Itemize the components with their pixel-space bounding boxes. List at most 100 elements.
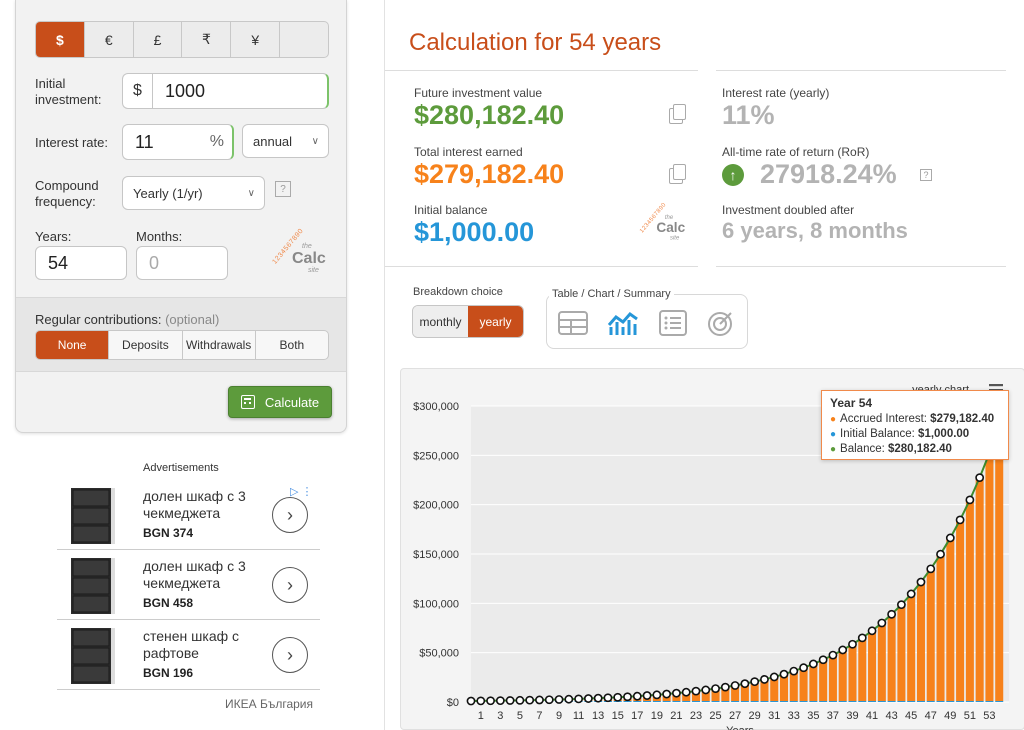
bar-initial-balance bbox=[936, 701, 945, 702]
bar-initial-balance bbox=[868, 701, 877, 702]
blue-dot-icon: ● bbox=[830, 429, 837, 440]
chart-view-icon[interactable] bbox=[607, 309, 639, 337]
balance-point bbox=[515, 695, 525, 705]
initial-investment-field[interactable]: $ 1000 bbox=[122, 73, 329, 109]
currency-option[interactable]: ₹ bbox=[182, 22, 232, 57]
help-icon[interactable]: ? bbox=[920, 169, 932, 181]
balance-point bbox=[955, 515, 965, 525]
ad-item[interactable]: стенен шкаф с рафтове BGN 196 › bbox=[57, 622, 320, 690]
total-interest-value: $279,182.40 bbox=[414, 159, 565, 189]
y-tick-label: $300,000 bbox=[413, 401, 459, 413]
balance-point bbox=[701, 685, 711, 695]
balance-point bbox=[965, 495, 975, 505]
contribution-option-none[interactable]: None bbox=[36, 331, 110, 359]
calculator-form: $ € £ ₹ ¥ Initial investment: $ 1000 Interes… bbox=[15, 0, 347, 433]
bar-accrued-interest bbox=[897, 604, 906, 702]
ad-choices-icon[interactable]: ▷ ⋮ bbox=[290, 486, 313, 498]
bar-initial-balance bbox=[975, 701, 984, 702]
logo-site: site bbox=[670, 235, 680, 242]
view-selector-label: Table / Chart / Summary bbox=[549, 288, 674, 300]
interest-rate-value: 11 bbox=[135, 131, 154, 152]
chart-tooltip: Year 54 ● Accrued Interest: $279,182.40 ●… bbox=[821, 390, 1009, 460]
copy-icon[interactable] bbox=[669, 164, 686, 184]
x-tick-label: 9 bbox=[556, 710, 562, 722]
balance-point bbox=[838, 645, 848, 655]
target-icon[interactable] bbox=[705, 309, 737, 337]
balance-point bbox=[603, 693, 613, 703]
doubled-label: Investment doubled after bbox=[722, 203, 855, 217]
balance-point bbox=[906, 589, 916, 599]
balance-point bbox=[642, 691, 652, 700]
ad-title[interactable]: долен шкаф с 3 чекмеджета bbox=[143, 488, 246, 521]
balance-point bbox=[867, 626, 877, 636]
initial-balance-value: $1,000.00 bbox=[414, 217, 535, 247]
bar-accrued-interest bbox=[926, 568, 935, 702]
currency-option[interactable]: € bbox=[85, 22, 134, 57]
compound-frequency-select[interactable]: Yearly (1/yr) ∨ bbox=[122, 176, 265, 210]
summary-list-icon[interactable] bbox=[657, 309, 689, 337]
interest-rate-field[interactable]: 11 % bbox=[122, 124, 234, 160]
tooltip-initial-value: $1,000.00 bbox=[918, 428, 970, 440]
rate-period-select[interactable]: annual ∨ bbox=[242, 124, 329, 158]
chevron-right-icon[interactable]: › bbox=[272, 567, 308, 603]
contribution-option-both[interactable]: Both bbox=[279, 338, 305, 352]
bar-accrued-interest bbox=[819, 659, 828, 702]
ad-item[interactable]: долен шкаф с 3 чекмеджета BGN 458 › bbox=[57, 552, 320, 620]
bar-initial-balance bbox=[907, 701, 916, 702]
chevron-down-icon: ∨ bbox=[311, 135, 319, 147]
contribution-option-withdrawals[interactable]: Withdrawals bbox=[183, 331, 256, 359]
balance-point bbox=[877, 618, 887, 628]
x-tick-label: 25 bbox=[709, 710, 721, 722]
x-axis-label: Years bbox=[726, 725, 754, 730]
currency-option[interactable]: £ bbox=[134, 22, 183, 57]
currency-option[interactable] bbox=[280, 22, 328, 57]
months-field[interactable]: 0 bbox=[136, 246, 228, 280]
interest-rate-yearly-value: 11% bbox=[722, 100, 775, 130]
tooltip-balance-value: $280,182.40 bbox=[888, 443, 952, 455]
ad-title[interactable]: долен шкаф с 3 чекмеджета bbox=[143, 558, 246, 591]
the-calc-site-logo: 1234567890 the Calc site bbox=[271, 228, 336, 284]
divider bbox=[385, 266, 698, 267]
copy-icon[interactable] bbox=[669, 104, 686, 124]
chevron-right-icon[interactable]: › bbox=[272, 637, 308, 673]
bar-initial-balance bbox=[770, 701, 779, 702]
currency-option[interactable]: $ bbox=[36, 22, 85, 57]
balance-point bbox=[544, 695, 554, 705]
bar-initial-balance bbox=[877, 701, 886, 702]
bar-initial-balance bbox=[623, 701, 632, 702]
bar-initial-balance bbox=[946, 701, 955, 702]
calculate-button[interactable]: Calculate bbox=[228, 386, 332, 418]
ads-advertiser[interactable]: ИКЕА България bbox=[225, 697, 313, 711]
breakdown-yearly[interactable]: yearly bbox=[468, 306, 523, 337]
bar-accrued-interest bbox=[975, 477, 984, 702]
currency-option[interactable]: ¥ bbox=[231, 22, 281, 57]
ad-item[interactable]: долен шкаф с 3 чекмеджета BGN 374 › bbox=[57, 482, 320, 550]
calculator-icon bbox=[240, 395, 255, 409]
bar-initial-balance bbox=[691, 701, 700, 702]
bar-accrued-interest bbox=[907, 593, 916, 702]
balance-point bbox=[789, 666, 799, 676]
balance-point bbox=[623, 692, 632, 702]
help-icon[interactable]: ? bbox=[275, 181, 291, 197]
contribution-option-deposits[interactable]: Deposits bbox=[109, 331, 183, 359]
chevron-right-icon[interactable]: › bbox=[272, 497, 308, 533]
balance-point bbox=[672, 688, 681, 698]
breakdown-monthly[interactable]: monthly bbox=[413, 306, 468, 337]
future-value-label: Future investment value bbox=[414, 86, 543, 100]
balance-point bbox=[632, 691, 642, 701]
years-field[interactable]: 54 bbox=[35, 246, 127, 280]
bar-accrued-interest bbox=[711, 688, 720, 702]
bar-accrued-interest bbox=[868, 630, 877, 702]
divider bbox=[716, 266, 1006, 267]
ad-price: BGN 196 bbox=[143, 666, 194, 680]
ad-title[interactable]: стенен шкаф с рафтове bbox=[143, 628, 240, 661]
balance-point bbox=[613, 692, 623, 702]
bar-accrued-interest bbox=[887, 614, 896, 702]
balance-point bbox=[505, 696, 515, 705]
table-view-icon[interactable] bbox=[557, 309, 589, 337]
x-tick-label: 35 bbox=[807, 710, 819, 722]
bar-accrued-interest bbox=[740, 683, 749, 702]
contribution-type-selector: None Deposits Withdrawals Both bbox=[35, 330, 329, 360]
compound-frequency-value: Yearly (1/yr) bbox=[133, 185, 203, 201]
